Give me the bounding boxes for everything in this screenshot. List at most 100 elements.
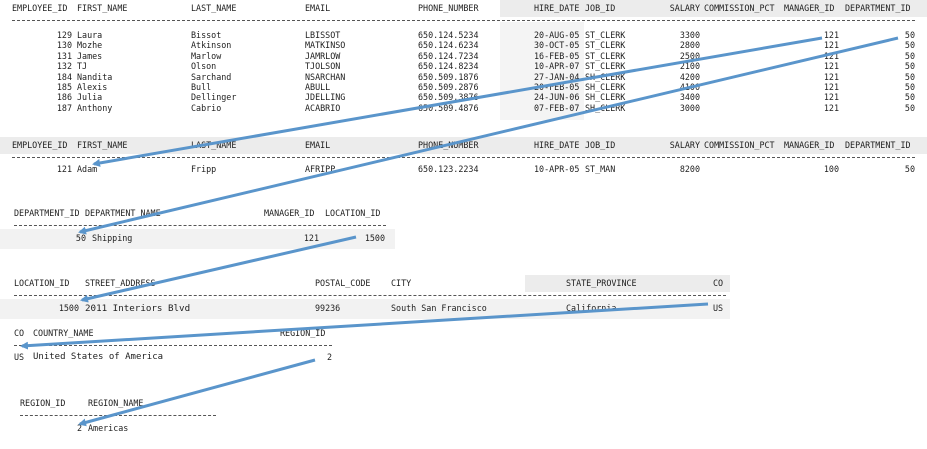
cell: South San Francisco [391, 303, 487, 313]
col-header: PHONE_NUMBER [418, 3, 479, 13]
cell: Fripp [191, 164, 217, 174]
cell: 30-OCT-05 [534, 40, 580, 51]
col-header: SALARY [669, 3, 700, 13]
cell: 50 [904, 40, 915, 51]
cell: Bull [191, 82, 212, 92]
separator [20, 415, 216, 416]
cell: Marlow [191, 50, 222, 61]
col-header: SALARY [669, 140, 700, 150]
cell: 50 [904, 102, 915, 113]
col-header: DEPARTMENT_ID [845, 3, 911, 13]
cell: Americas [88, 423, 129, 433]
employees-header: EMPLOYEE_ID FIRST_NAME LAST_NAME EMAIL P… [0, 0, 927, 17]
cell: 650.509.4876 [418, 102, 479, 113]
cell: SH_CLERK [585, 102, 626, 113]
cell: 132 [56, 61, 72, 72]
cell: 20-FEB-05 [534, 82, 580, 92]
cell: United States of America [33, 352, 164, 362]
cell: 3000 [679, 102, 700, 113]
cell: 50 [75, 233, 86, 243]
col-header: LAST_NAME [191, 140, 237, 150]
cell: 650.509.2876 [418, 82, 479, 92]
cell: Julia [77, 92, 103, 103]
header-shade [500, 0, 927, 17]
cell: 3400 [679, 92, 700, 103]
cell: 10-APR-07 [534, 61, 580, 72]
separator [14, 295, 726, 296]
separator [12, 20, 915, 21]
cell: Olson [191, 61, 217, 72]
region-table: REGION_ID REGION_NAME 2 Americas [0, 395, 220, 437]
header-shade [525, 275, 730, 292]
col-header: LOCATION_ID [325, 208, 381, 218]
employees-table: EMPLOYEE_ID FIRST_NAME LAST_NAME EMAIL P… [0, 0, 927, 125]
col-header: CITY [391, 278, 412, 288]
cell: 187 [56, 102, 72, 113]
col-header: DEPARTMENT_NAME [85, 208, 161, 218]
cell: 121 [823, 30, 839, 40]
cell: 121 [823, 50, 839, 61]
cell: 2011 Interiors Blvd [85, 303, 191, 314]
cell: Bissot [191, 30, 222, 40]
cell: 100 [823, 164, 839, 174]
cell: 07-FEB-07 [534, 102, 580, 113]
col-header: STATE_PROVINCE [566, 278, 637, 288]
cell: 650.124.6234 [418, 40, 479, 51]
col-header: COMMISSION_PCT [704, 3, 775, 13]
cell: 50 [904, 61, 915, 72]
cell: 3300 [679, 30, 700, 40]
cell: 121 [823, 102, 839, 113]
cell: 130 [56, 40, 72, 51]
cell: 650.123.2234 [418, 164, 479, 174]
cell: 50 [904, 71, 915, 82]
col-header: JOB_ID [585, 3, 616, 13]
cell: 4100 [679, 82, 700, 92]
cell: 50 [904, 92, 915, 103]
col-header: COUNTRY_NAME [33, 328, 94, 338]
cell: ST_CLERK [585, 40, 626, 51]
cell: ST_MAN [585, 164, 616, 174]
cell: US [14, 352, 25, 362]
cell: Nandita [77, 71, 113, 82]
cell: 650.509.1876 [418, 71, 479, 82]
cell: 186 [56, 92, 72, 103]
col-header: POSTAL_CODE [315, 278, 371, 288]
cell: 27-JAN-04 [534, 71, 580, 82]
cell: Atkinson [191, 40, 232, 51]
location-table: LOCATION_ID STREET_ADDRESS POSTAL_CODE C… [0, 275, 730, 320]
cell: 129 [56, 30, 72, 40]
cell: 121 [823, 40, 839, 51]
cell: 99236 [315, 303, 341, 313]
cell: ST_CLERK [585, 30, 626, 40]
col-header: LAST_NAME [191, 3, 237, 13]
col-header: CO [713, 278, 724, 288]
cell: 2500 [679, 50, 700, 61]
cell: LBISSOT [305, 30, 341, 40]
separator [14, 225, 386, 226]
col-header: EMAIL [305, 3, 331, 13]
cell: 650.124.5234 [418, 30, 479, 40]
cell: 121 [823, 71, 839, 82]
manager-header: EMPLOYEE_ID FIRST_NAME LAST_NAME EMAIL P… [0, 137, 927, 154]
col-header: STREET_ADDRESS [85, 278, 156, 288]
cell: 131 [56, 50, 72, 61]
cell: TJ [77, 61, 88, 72]
cell: 1500 [58, 303, 79, 313]
cell: 650.124.8234 [418, 61, 479, 72]
separator [12, 157, 915, 158]
cell: JAMRLOW [305, 50, 341, 61]
cell: Shipping [92, 233, 133, 243]
cell: Sarchand [191, 71, 232, 82]
col-header: MANAGER_ID [784, 140, 835, 150]
cell: 24-JUN-06 [534, 92, 580, 103]
cell: 121 [303, 233, 319, 243]
col-header: MANAGER_ID [784, 3, 835, 13]
cell: 2 [76, 423, 82, 433]
col-header: LOCATION_ID [14, 278, 70, 288]
cell: US [713, 303, 724, 313]
cell: 650.509.3876 [418, 92, 479, 103]
cell: 10-APR-05 [534, 164, 580, 174]
cell: 4200 [679, 71, 700, 82]
manager-table: EMPLOYEE_ID FIRST_NAME LAST_NAME EMAIL P… [0, 137, 927, 182]
cell: Alexis [77, 82, 108, 92]
